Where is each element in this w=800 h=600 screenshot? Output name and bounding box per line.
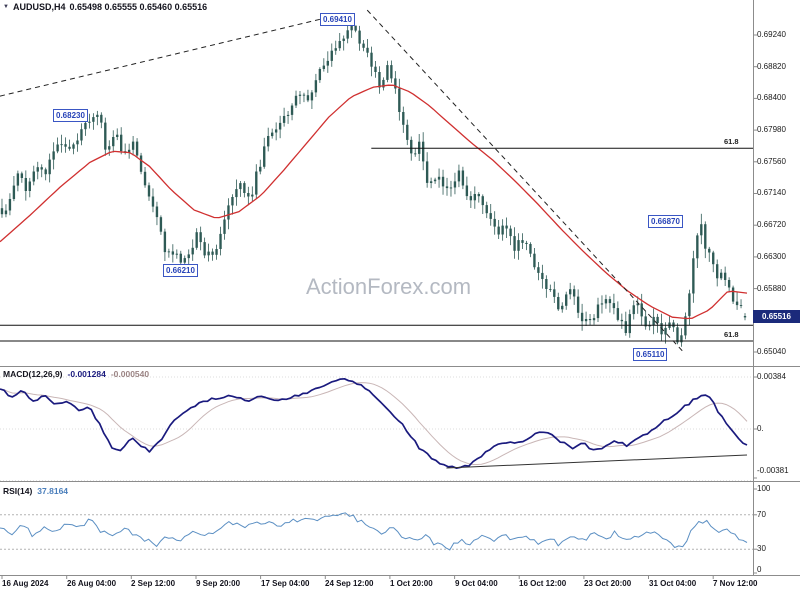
macd-line <box>0 377 748 470</box>
rsi-value: 37.8164 <box>37 486 69 496</box>
macd-indicator-name: MACD(12,26,9) <box>3 369 63 379</box>
axis-ticks <box>1 34 757 579</box>
rsi-indicator-name: RSI(14) <box>3 486 33 496</box>
ma-line <box>0 84 748 320</box>
macd-main-value: -0.001284 <box>67 369 106 379</box>
macd-signal-value: -0.000540 <box>110 369 150 379</box>
trendline[interactable] <box>366 9 684 353</box>
ohlc-readout: 0.65498 0.65555 0.65460 0.65516 <box>69 2 208 12</box>
panel-separators <box>0 0 800 576</box>
watermark: ActionForex.com <box>306 274 472 299</box>
chart-header: ▼ AUDUSD,H4 0.65498 0.65555 0.65460 0.65… <box>3 2 207 12</box>
rsi-panel-title: RSI(14) 37.8164 <box>3 486 68 496</box>
symbol-timeframe: AUDUSD,H4 <box>12 2 66 12</box>
macd-panel-title: MACD(12,26,9) -0.001284 -0.000540 <box>3 369 149 379</box>
macd-signal-line <box>0 382 748 465</box>
trendline[interactable] <box>0 14 337 97</box>
rsi-line <box>0 512 748 551</box>
macd-trendline[interactable] <box>446 454 748 469</box>
chart-marker-icon: ▼ <box>3 4 9 10</box>
